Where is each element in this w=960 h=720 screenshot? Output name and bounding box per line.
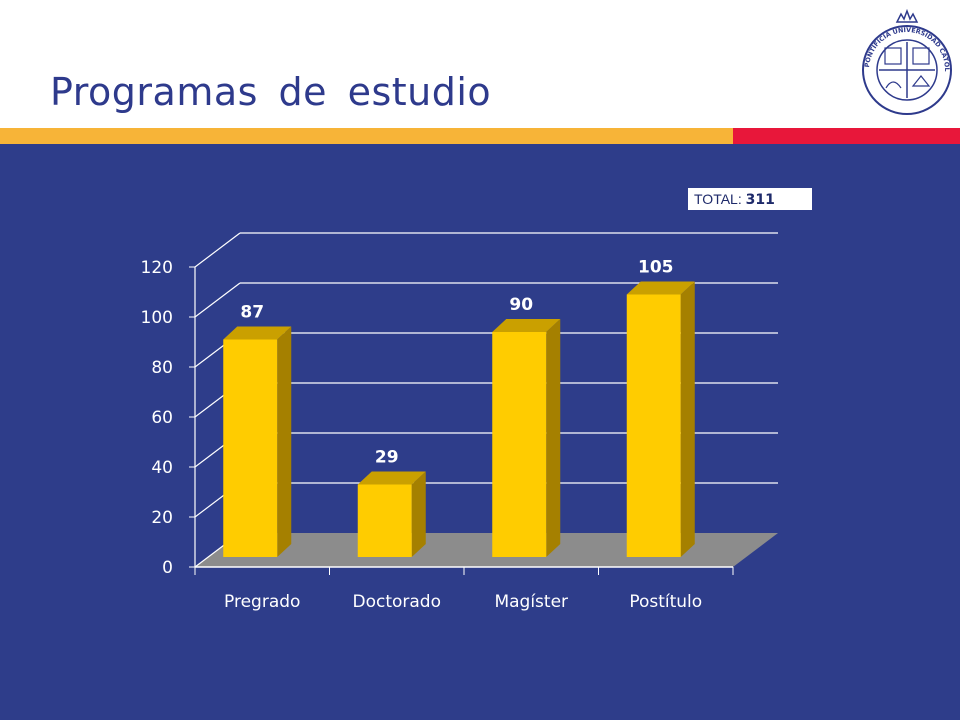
bar-side [680, 281, 695, 557]
total-value: 311 [745, 192, 775, 208]
data-label: 87 [240, 303, 264, 323]
orange-stripe [0, 128, 733, 144]
y-tick-label: 40 [151, 458, 173, 478]
y-tick-label: 80 [151, 358, 173, 378]
y-tick-label: 60 [151, 408, 173, 428]
data-label: 105 [638, 258, 674, 278]
y-tick-label: 0 [162, 558, 173, 578]
grid-diagonal [194, 282, 241, 318]
x-category-label: Postítulo [629, 592, 702, 612]
bar-side [411, 471, 426, 557]
x-category-label: Magíster [494, 592, 568, 612]
bar [357, 484, 412, 557]
data-label: 90 [509, 295, 533, 315]
slide-header: Programas de estudio PONTIFICIA UNIVERSI… [0, 0, 960, 128]
x-category-label: Pregrado [224, 592, 300, 612]
y-tick-label: 20 [151, 508, 173, 528]
x-category-label: Doctorado [352, 592, 441, 612]
bar-side [277, 326, 292, 557]
grid-diagonal [194, 232, 241, 268]
bar-side [546, 319, 561, 557]
bar-top [357, 471, 426, 485]
y-tick-label: 100 [141, 308, 173, 328]
bar-top [626, 281, 695, 295]
bar [492, 332, 547, 557]
data-label: 29 [375, 448, 399, 468]
bar [626, 294, 681, 557]
bar [223, 339, 278, 557]
university-seal-icon: PONTIFICIA UNIVERSIDAD CATÓLICA DE CHILE [860, 8, 952, 115]
y-tick-label: 120 [141, 258, 173, 278]
bar-top [492, 319, 561, 332]
total-box: TOTAL: 311 [688, 188, 812, 210]
total-label: TOTAL: [694, 191, 742, 207]
content-panel [0, 144, 960, 720]
bar-top [223, 326, 292, 340]
red-stripe [733, 128, 960, 144]
slide-title: Programas de estudio [50, 70, 492, 114]
